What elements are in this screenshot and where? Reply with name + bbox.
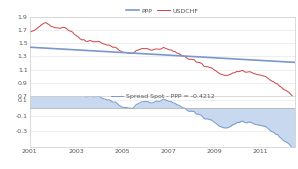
Legend: PPP, USDCHF: PPP, USDCHF (124, 6, 201, 16)
PPP (293, 61, 297, 63)
Spread Spot - PPP = -0.4212 (127, 107, 130, 109)
Spread Spot - PPP = -0.4212 (44, 76, 47, 78)
USDCHF (44, 21, 47, 23)
USDCHF (220, 73, 223, 75)
Spread Spot - PPP = -0.4212 (289, 146, 293, 148)
PPP (218, 57, 221, 59)
USDCHF (254, 73, 258, 75)
USDCHF (28, 31, 32, 33)
USDCHF (293, 98, 297, 100)
Line: USDCHF: USDCHF (30, 22, 295, 99)
Spread Spot - PPP = -0.4212 (254, 124, 258, 126)
PPP (179, 55, 183, 57)
PPP (133, 52, 136, 54)
Spread Spot - PPP = -0.4212 (28, 89, 32, 91)
PPP (28, 46, 32, 48)
Spread Spot - PPP = -0.4212 (181, 107, 184, 109)
USDCHF (289, 94, 293, 96)
USDCHF (134, 50, 138, 52)
Line: Spread Spot - PPP = -0.4212: Spread Spot - PPP = -0.4212 (30, 77, 295, 151)
Spread Spot - PPP = -0.4212 (220, 126, 223, 128)
PPP (288, 61, 291, 63)
Spread Spot - PPP = -0.4212 (134, 103, 138, 105)
PPP (125, 52, 128, 54)
Spread Spot - PPP = -0.4212 (293, 150, 297, 152)
PPP (253, 59, 256, 61)
USDCHF (127, 52, 130, 54)
USDCHF (181, 55, 184, 57)
Legend: Spread Spot - PPP = -0.4212: Spread Spot - PPP = -0.4212 (108, 91, 217, 102)
Line: PPP: PPP (30, 47, 295, 62)
